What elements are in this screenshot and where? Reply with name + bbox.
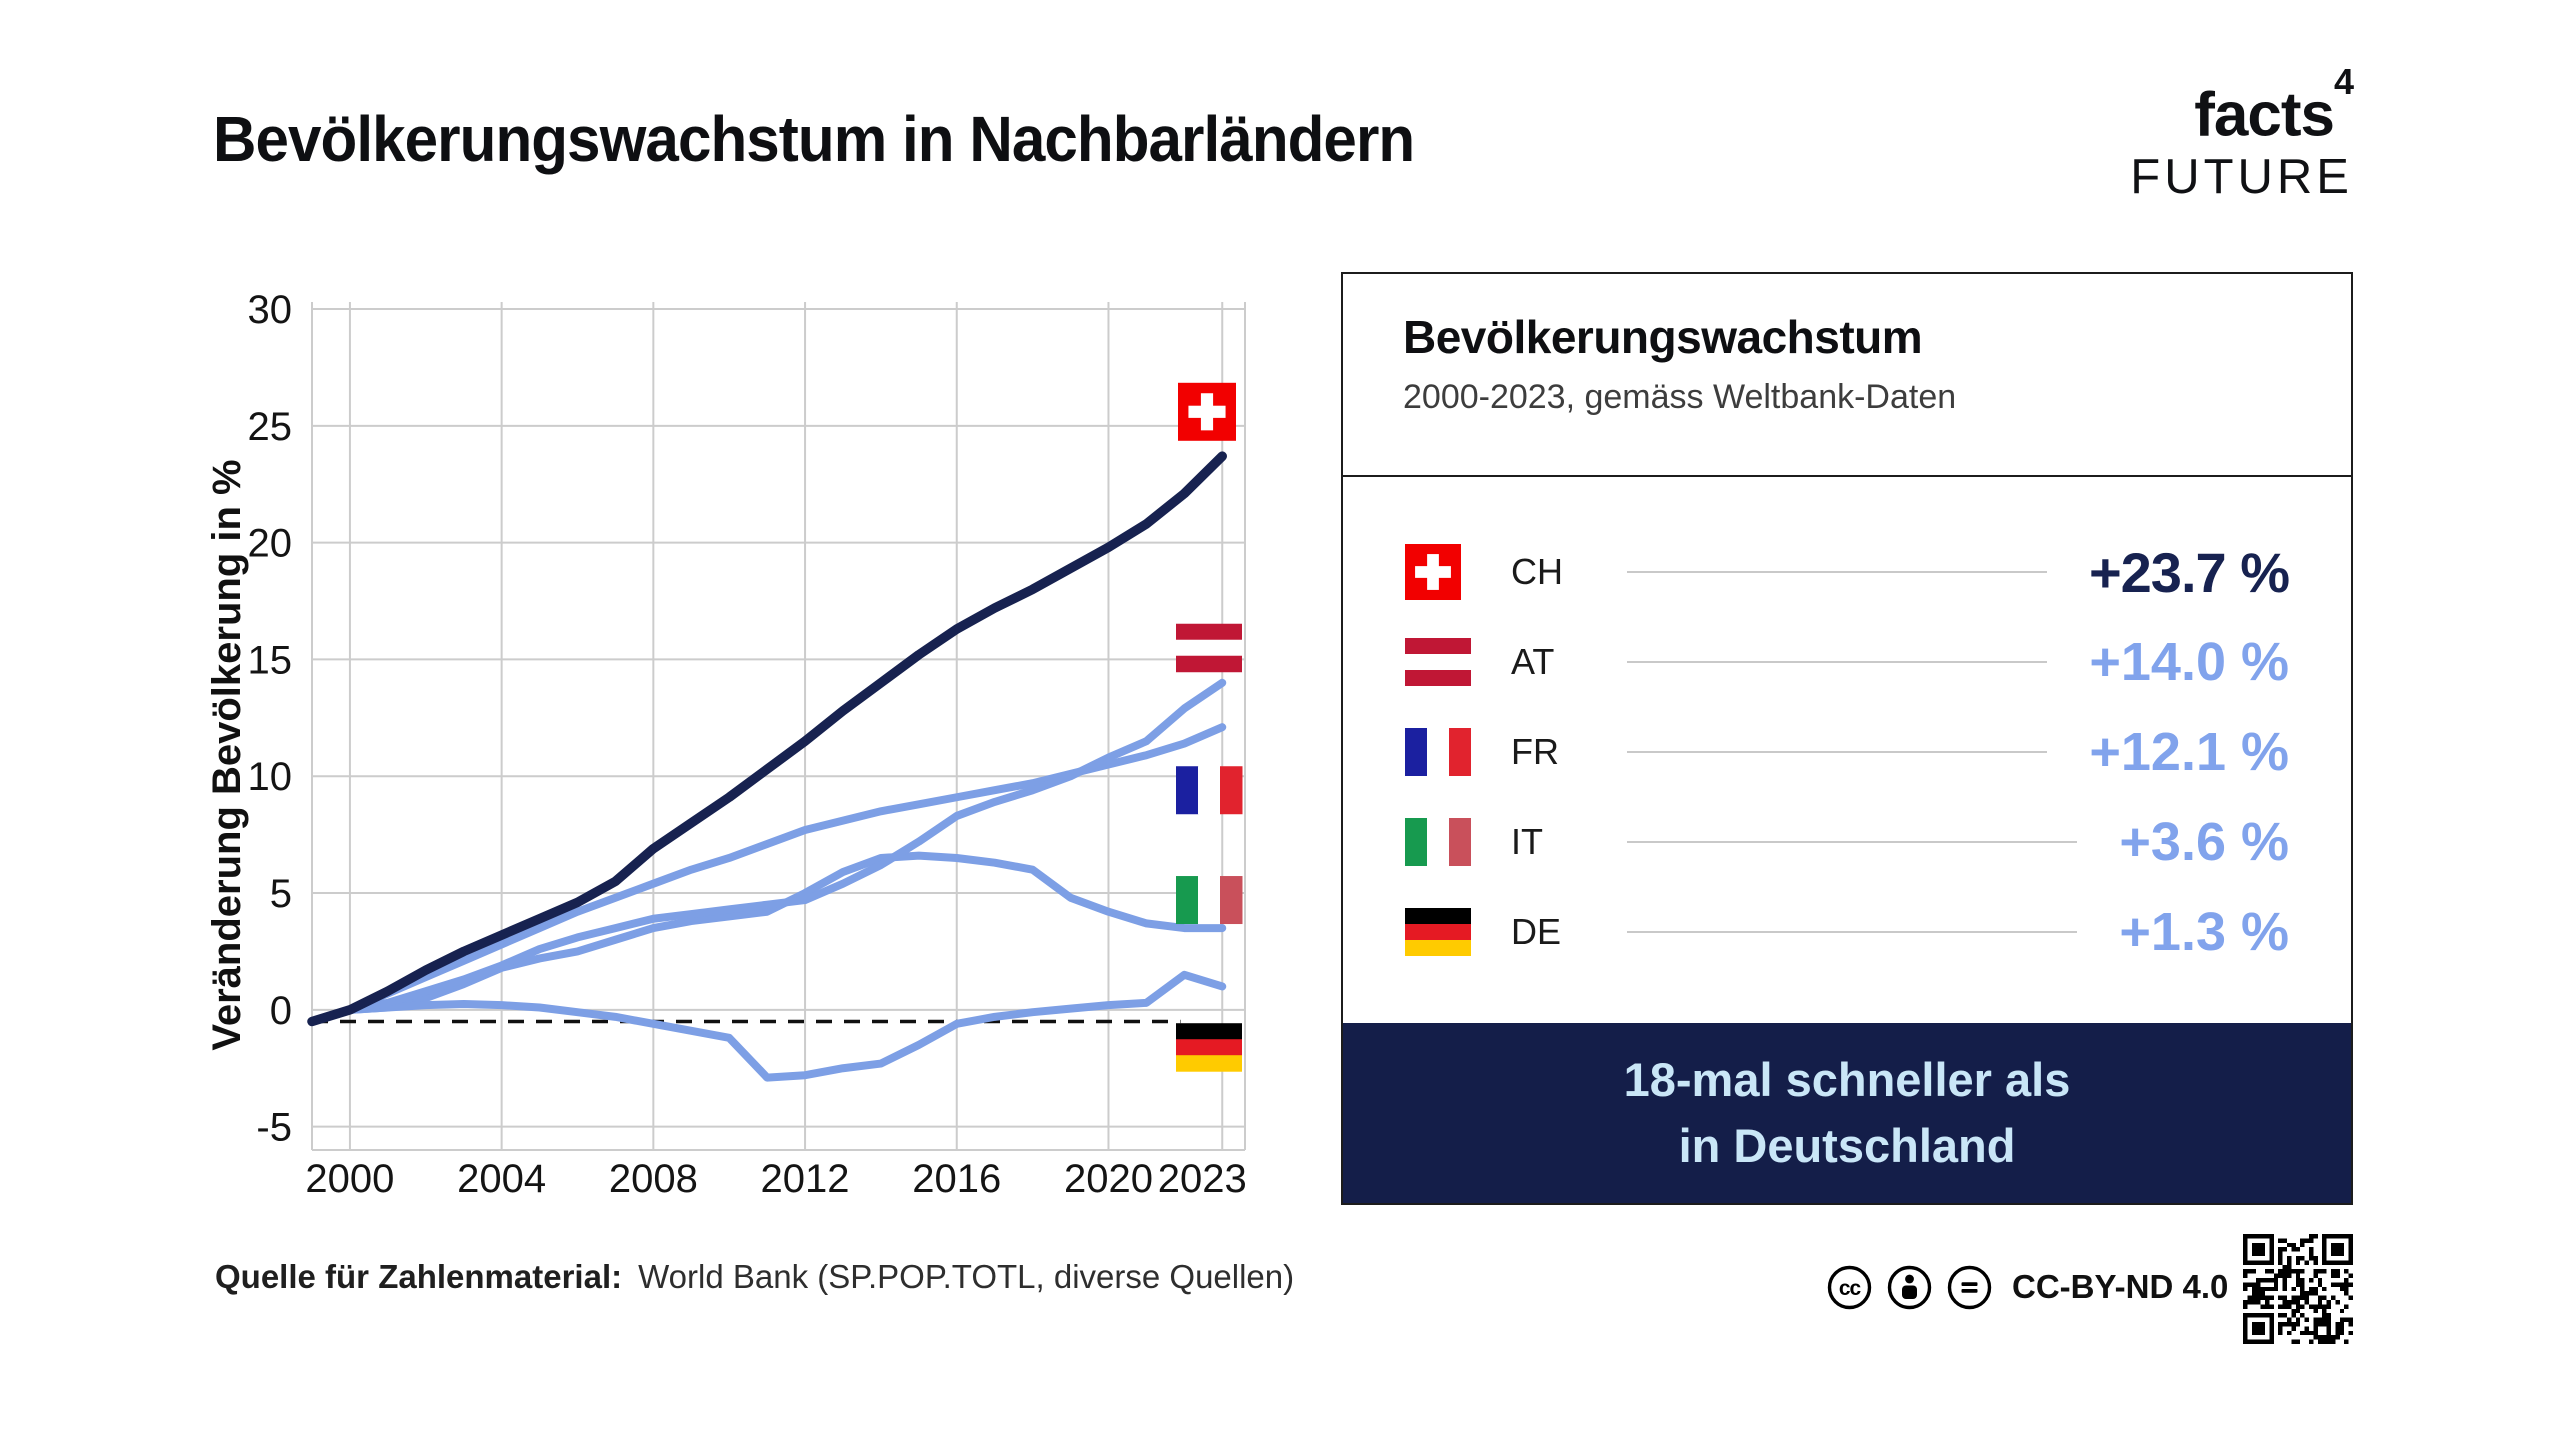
summary-panel-header: Bevölkerungswachstum 2000-2023, gemäss W… [1343,274,2351,477]
line-at [308,678,1227,1026]
y-axis-label: Veränderung Bevölkerung in % [205,459,249,1050]
x-tick-label: 2020 [1064,1157,1153,1201]
y-tick-label: 0 [270,989,292,1033]
x-tick-label: 2000 [305,1157,394,1201]
panel-title: Bevölkerungswachstum [1403,311,1923,363]
line-it [308,851,1227,1026]
by-icon [1887,1265,1932,1309]
y-tick-label: 25 [248,405,293,449]
growth-value: +1.3 % [2119,902,2289,962]
leader-line [1627,661,2048,663]
ch-flag-chart-icon [1178,382,1236,441]
growth-value: +3.6 % [2119,812,2289,872]
callout-line2: in Deutschland [1678,1119,2016,1172]
it-flag-chart-icon [1176,876,1243,925]
source-label: Quelle für Zahlenmaterial: [215,1258,623,1295]
growth-value: +14.0 % [2089,632,2289,692]
country-code: IT [1511,821,1543,862]
license-text: CC-BY-ND 4.0 [2012,1268,2229,1305]
source-note: Quelle für Zahlenmaterial: World Bank (SP… [215,1258,1294,1296]
leader-line [1627,931,2078,933]
country-code: CH [1511,551,1563,592]
leader-line [1627,571,2047,573]
legend-row-at: AT +14.0 % [1405,617,2289,707]
leader-line [1627,841,2078,843]
nd-icon [1947,1265,1992,1309]
country-code: FR [1511,731,1559,772]
y-tick-label: 30 [248,288,293,332]
legend-row-ch: CH +23.7 % [1405,527,2290,617]
legend-row-fr: FR +12.1 % [1405,707,2289,797]
legend-row-it: IT +3.6 % [1405,797,2289,887]
callout-line1: 18-mal schneller als [1623,1053,2071,1107]
line-ch [307,451,1227,1027]
legend: CH +23.7 % AT +14.0 % FR +12.1 % IT +3. [1343,477,2351,1023]
country-code: AT [1511,641,1555,682]
de-flag-icon [1405,908,1475,956]
x-tick-label: 2016 [912,1157,1001,1201]
summary-panel: Bevölkerungswachstum 2000-2023, gemäss W… [1341,272,2353,1205]
x-tick-label: 2008 [609,1157,698,1201]
country-code: DE [1511,911,1562,952]
y-tick-label: -5 [256,1106,292,1150]
y-tick-label: 15 [248,638,293,682]
x-tick-label: 2023 [1158,1157,1247,1201]
x-tick-label: 2012 [761,1157,850,1201]
y-tick-label: 10 [248,755,293,799]
at-flag-icon [1405,638,1475,686]
y-tick-label: 5 [270,872,292,916]
panel-subtitle: 2000-2023, gemäss Weltbank-Daten [1403,378,1957,416]
leader-line [1627,751,2048,753]
qr-code [2243,1234,2353,1344]
license-row: cc CC-BY-ND 4.0 [1826,1263,2228,1311]
callout-box: 18-mal schneller als in Deutschland [1343,1023,2351,1203]
brand-logo-word: facts4 [2194,61,2354,150]
fr-flag-icon [1405,728,1475,776]
page-title: Bevölkerungswachstum in Nachbarländern [213,103,1415,175]
de-flag-chart-icon [1176,1023,1242,1072]
line-de [308,970,1227,1082]
it-flag-icon [1405,818,1475,866]
fr-flag-chart-icon [1176,766,1243,815]
growth-value: +23.7 % [2088,540,2290,604]
brand-logo: facts4 FUTURE [2130,61,2354,204]
y-tick-label: 20 [248,522,293,566]
x-tick-label: 2004 [457,1157,546,1201]
growth-value: +12.1 % [2089,722,2289,782]
at-flag-chart-icon [1176,623,1242,673]
brand-logo-sup: 4 [2333,61,2354,102]
legend-row-de: DE +1.3 % [1405,887,2289,977]
brand-logo-word2: FUTURE [2130,149,2353,204]
svg-text:cc: cc [1839,1277,1862,1300]
cc-icon: cc [1827,1265,1872,1309]
ch-flag-icon [1405,544,1475,600]
source-text: World Bank (SP.POP.TOTL, diverse Quellen… [638,1258,1295,1295]
